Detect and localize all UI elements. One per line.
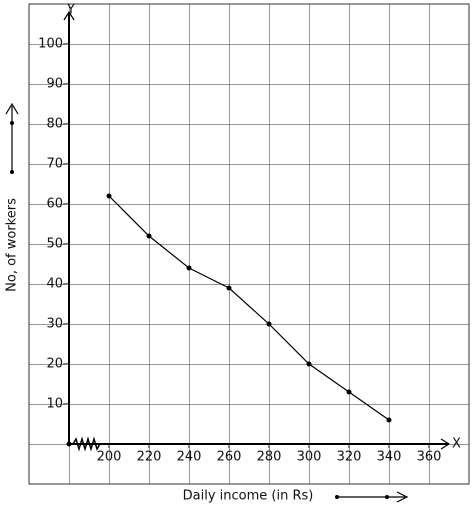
arrow-dot <box>335 495 339 499</box>
data-point <box>226 285 232 291</box>
arrow-dot <box>10 170 14 174</box>
x-tick-label: 360 <box>417 450 442 465</box>
y-tick-label: 100 <box>38 37 63 52</box>
y-tick-label: 60 <box>46 197 63 212</box>
x-tick-label: 320 <box>337 450 362 465</box>
grid-background <box>28 3 470 485</box>
data-point <box>106 193 112 199</box>
x-tick-label: 340 <box>377 450 402 465</box>
x-tick-label: 220 <box>137 450 162 465</box>
data-point <box>266 321 272 327</box>
arrow-dot <box>385 495 389 499</box>
y-tick-label: 70 <box>46 157 63 172</box>
data-point <box>186 265 192 271</box>
y-tick-label: 80 <box>46 117 63 132</box>
data-point <box>386 417 392 423</box>
x-tick-label: 280 <box>257 450 282 465</box>
data-point <box>346 389 352 395</box>
data-line <box>108 195 390 421</box>
y-axis-label: No, of workers <box>5 198 20 292</box>
x-axis-label: Daily income (in Rs) <box>183 489 314 504</box>
y-tick-label: 10 <box>46 397 63 412</box>
data-point <box>146 233 152 239</box>
arrow-dot <box>10 121 14 125</box>
y-tick-label: 50 <box>46 237 63 252</box>
y-tick-label: 30 <box>46 317 63 332</box>
y-tick-label: 20 <box>46 357 63 372</box>
x-direction-arrow <box>337 491 409 503</box>
x-tick-label: 240 <box>177 450 202 465</box>
y-tick-label: 40 <box>46 277 63 292</box>
y-axis-arrow <box>63 10 75 21</box>
x-tick-label: 200 <box>97 450 122 465</box>
y-direction-arrow <box>5 102 19 172</box>
x-tick-label: 300 <box>297 450 322 465</box>
origin-dot <box>66 441 72 447</box>
y-axis-name: Y <box>66 3 75 18</box>
x-tick-label: 260 <box>217 450 242 465</box>
y-tick-label: 90 <box>46 77 63 92</box>
x-axis-arrow <box>440 438 451 450</box>
x-axis-name: X <box>452 437 461 452</box>
data-point <box>306 361 312 367</box>
